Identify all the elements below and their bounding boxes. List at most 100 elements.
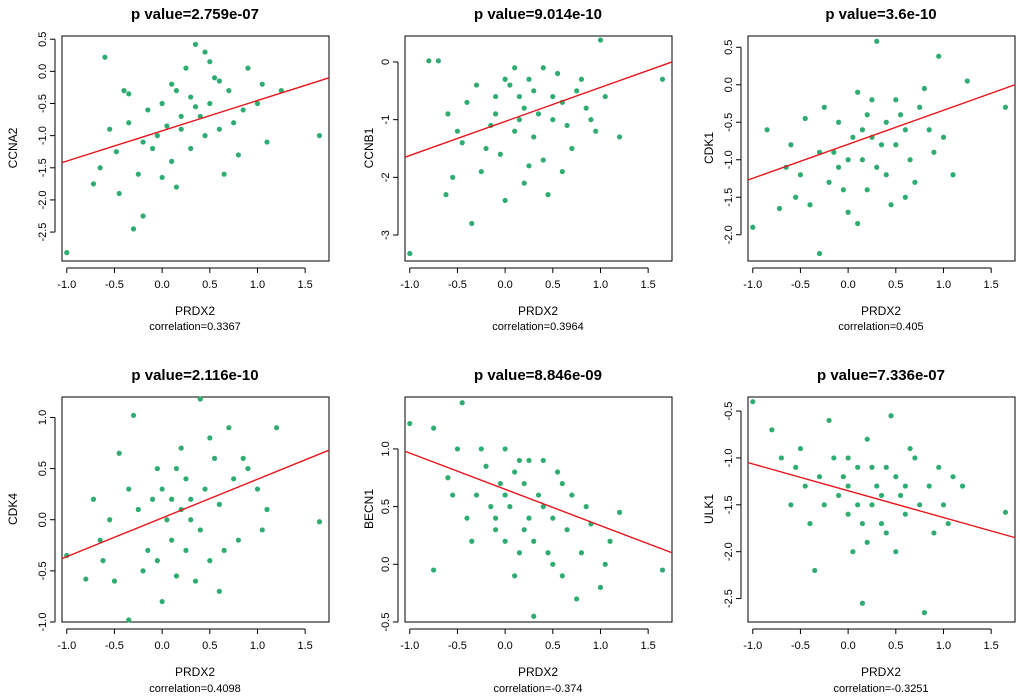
scatter-point (316, 133, 323, 139)
scatter-point (835, 164, 842, 170)
scatter-point (807, 520, 813, 527)
scatter-point (226, 425, 232, 431)
y-tick-label: -3 (380, 230, 392, 240)
scatter-point (407, 420, 413, 427)
scatter-point (921, 85, 928, 92)
scatter-point (169, 158, 175, 164)
scatter-point (488, 504, 494, 510)
scatter-point (83, 576, 89, 582)
scatter-point (521, 527, 527, 533)
x-tick-label: 0.5 (545, 279, 560, 291)
scatter-point (526, 457, 532, 464)
scatter-point (1002, 509, 1009, 515)
scatter-point (445, 475, 451, 481)
scatter-point (169, 496, 175, 502)
plot-title: p value=7.336e-07 (817, 367, 945, 384)
scatter-point (211, 75, 218, 81)
scatter-point (807, 202, 813, 208)
scatter-point (574, 596, 580, 602)
x-axis-label: PRDX2 (175, 304, 215, 318)
scatter-point (516, 457, 523, 464)
scatter-point (554, 70, 561, 77)
scatter-point (850, 549, 856, 555)
scatter-point (145, 547, 151, 554)
scatter-point (512, 65, 518, 71)
y-axis-label: ULK1 (702, 494, 716, 524)
scatter-point (607, 538, 613, 544)
scatter-point (907, 445, 913, 452)
panel-becn1: p value=8.846e-09 PRDX2 correlation=-0.3… (362, 367, 673, 695)
scatter-point (178, 445, 184, 451)
scatter-point (769, 427, 775, 433)
scatter-point (878, 142, 885, 148)
scatter-point (126, 120, 132, 126)
scatter-point (221, 171, 227, 177)
scatter-point (478, 168, 484, 175)
scatter-point (512, 128, 518, 134)
scatter-point (574, 88, 580, 94)
regression-line-group (61, 77, 330, 164)
scatter-point (507, 82, 513, 88)
scatter-point (578, 550, 585, 556)
scatter-point (207, 558, 213, 564)
panel-cdk1: p value=3.6e-10 PRDX2 correlation=0.405 … (702, 6, 1016, 333)
scatter-point (550, 515, 556, 521)
scatter-point (173, 184, 180, 190)
scatter-point (492, 515, 499, 521)
scatter-point (188, 496, 194, 502)
scatter-point (554, 469, 561, 475)
scatter-point (173, 88, 180, 94)
y-tick-label: 0.0 (723, 77, 735, 92)
y-tick-label: -2.5 (723, 589, 735, 608)
regression-line (747, 461, 1016, 539)
scatter-point (154, 558, 160, 564)
x-axis-label: PRDX2 (175, 665, 215, 679)
x-tick-label: 0.0 (497, 640, 512, 652)
scatter-point (221, 547, 227, 554)
scatter-point (116, 190, 122, 197)
scatter-point (173, 465, 180, 472)
scatter-point (207, 100, 213, 107)
x-tick-label: -0.5 (791, 279, 810, 291)
scatter-point (1002, 104, 1009, 110)
scatter-point (445, 111, 451, 117)
y-tick-label: -2.0 (37, 190, 49, 209)
scatter-point (135, 506, 141, 513)
scatter-point (812, 567, 818, 574)
scatter-point (502, 76, 508, 82)
scatter-point (135, 171, 141, 177)
scatter-point (864, 112, 870, 118)
scatter-point (202, 486, 208, 492)
y-tick-label: -0.5 (37, 561, 49, 580)
scatter-point (497, 151, 503, 157)
x-tick-label: 0.5 (202, 279, 217, 291)
scatter-point (473, 492, 480, 498)
scatter-point (183, 476, 189, 482)
x-tick-label: 1.0 (250, 279, 265, 291)
scatter-point (507, 504, 513, 510)
scatter-point (149, 496, 156, 502)
x-tick-label: -0.5 (105, 279, 124, 291)
regression-line-group (747, 461, 1016, 539)
scatter-point (874, 38, 880, 44)
scatter-point (931, 149, 937, 155)
correlation-label: correlation=0.405 (838, 321, 923, 333)
plot-title: p value=2.116e-10 (131, 367, 258, 384)
scatter-point (940, 134, 947, 140)
plot-frame (61, 35, 330, 262)
scatter-point (750, 399, 756, 405)
scatter-point (130, 226, 137, 232)
y-tick-label: -1.5 (723, 188, 735, 207)
scatter-point (164, 123, 170, 129)
x-tick-label: 0.0 (497, 279, 512, 291)
scatter-point (526, 515, 532, 521)
scatter-point (459, 400, 465, 406)
scatter-point (259, 81, 265, 87)
scatter-point (207, 59, 213, 65)
y-tick-label: -2.5 (37, 223, 49, 242)
scatter-point (776, 205, 783, 212)
scatter-point (183, 547, 189, 554)
scatter-point (540, 504, 546, 510)
scatter-point (121, 88, 127, 94)
scatter-point (207, 435, 213, 441)
